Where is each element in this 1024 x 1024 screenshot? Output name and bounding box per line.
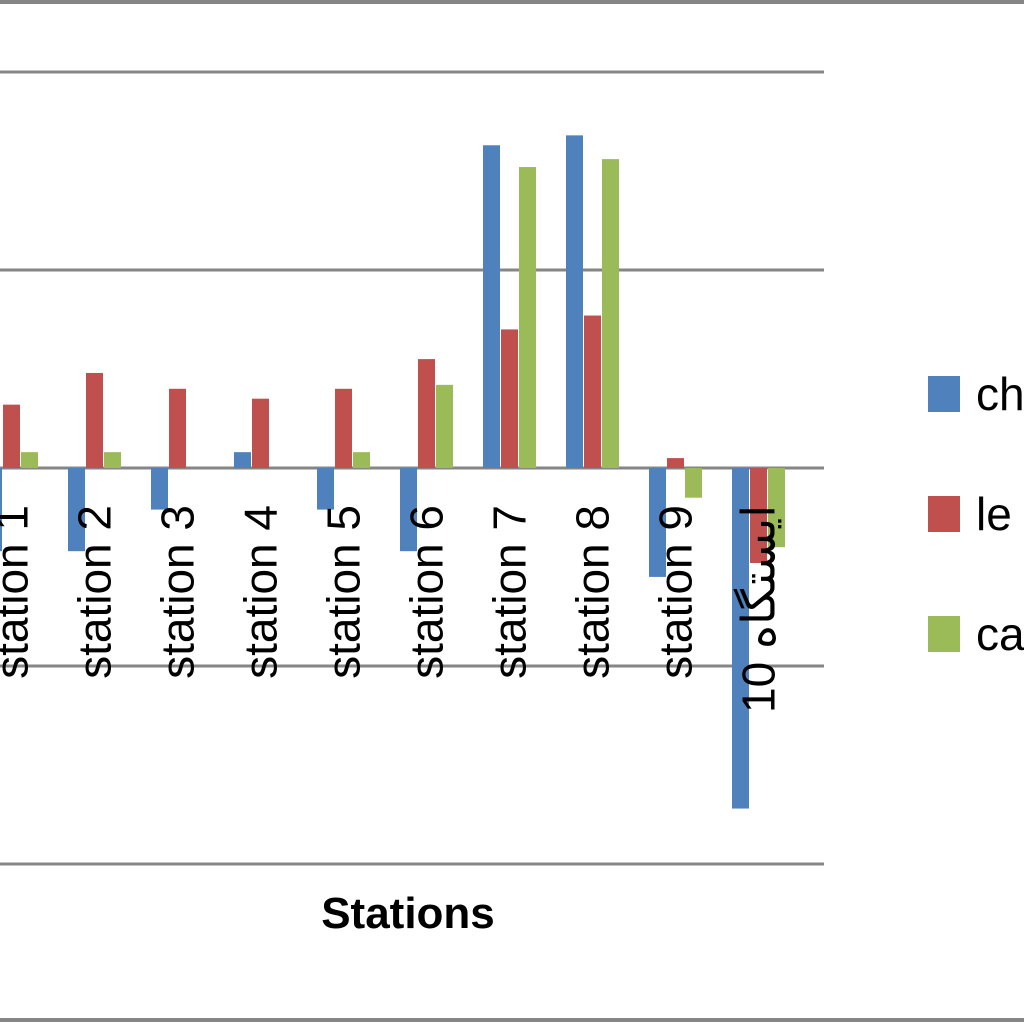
legend-label-ch: ch xyxy=(976,368,1024,420)
bar-ca-2 xyxy=(104,452,121,468)
x-tick-label: station 4 xyxy=(235,505,287,679)
bar-ch-3 xyxy=(151,468,168,510)
bar-ch-4 xyxy=(234,452,251,468)
legend-label-ca: ca xyxy=(976,608,1024,660)
bar-ch-9 xyxy=(649,468,666,577)
bar-ca-9 xyxy=(685,468,702,498)
bar-ch-2 xyxy=(68,468,85,552)
x-tick-label: station 3 xyxy=(152,505,204,679)
bar-ch-10 xyxy=(732,468,749,809)
bar-le-9 xyxy=(667,458,684,468)
legend: ch le ca xyxy=(928,368,1024,660)
bar-ch-8 xyxy=(566,135,583,469)
x-tick-label: station 8 xyxy=(567,505,619,679)
bar-le-1 xyxy=(3,404,20,468)
legend-swatch-ca xyxy=(928,616,960,652)
bar-ch-7 xyxy=(483,145,500,468)
bar-ca-6 xyxy=(436,384,453,468)
bar-le-4 xyxy=(252,398,269,468)
bar-ch-1 xyxy=(0,468,2,552)
x-tick-label: station 5 xyxy=(318,505,370,679)
bar-ch-6 xyxy=(400,468,417,552)
bar-le-7 xyxy=(501,329,518,468)
bar-ca-7 xyxy=(519,167,536,469)
x-tick-labels: station 1 station 2 station 3 station 4 stat… xyxy=(0,505,785,713)
x-tick-label: ایستگاه 10 xyxy=(733,505,785,713)
bar-le-8 xyxy=(584,315,601,468)
bar-ch-5 xyxy=(317,468,334,510)
legend-swatch-le xyxy=(928,496,960,532)
x-tick-label: station 1 xyxy=(0,505,38,679)
legend-swatch-ch xyxy=(928,376,960,412)
x-axis-title: Stations xyxy=(321,889,495,938)
x-tick-label: station 6 xyxy=(401,505,453,679)
bar-le-5 xyxy=(335,388,352,468)
bar-ca-5 xyxy=(353,452,370,468)
x-tick-label: station 7 xyxy=(484,505,536,679)
legend-label-le: le xyxy=(976,488,1012,540)
bar-series xyxy=(0,135,785,809)
bar-le-10 xyxy=(750,468,767,564)
bar-ca-1 xyxy=(21,452,38,468)
x-tick-label: station 2 xyxy=(69,505,121,679)
bar-ca-8 xyxy=(602,159,619,468)
bar-le-2 xyxy=(86,372,103,468)
x-tick-label: station 9 xyxy=(650,505,702,679)
bar-le-3 xyxy=(169,388,186,468)
bar-le-6 xyxy=(418,359,435,468)
bar-ca-10 xyxy=(768,468,785,548)
